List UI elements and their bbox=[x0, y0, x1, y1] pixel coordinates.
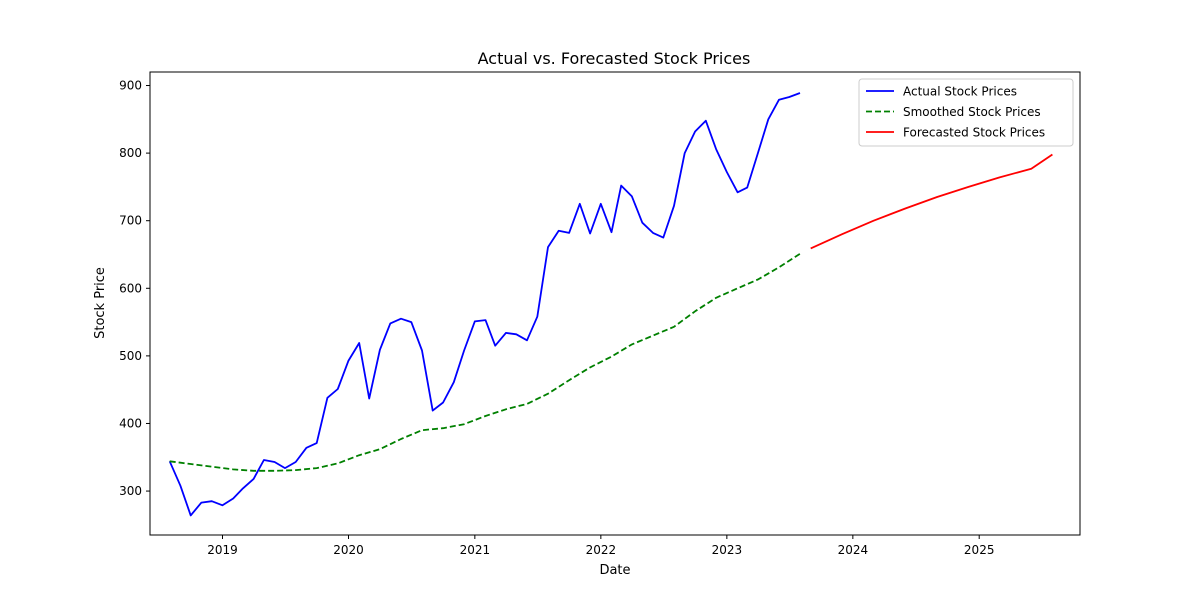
series-line-smoothed bbox=[169, 253, 801, 472]
series-line-actual bbox=[168, 92, 801, 517]
x-tick-label: 2019 bbox=[207, 543, 238, 557]
x-tick-label: 2021 bbox=[460, 543, 491, 557]
y-tick-label: 300 bbox=[119, 484, 142, 498]
x-axis: 2019 2020 2021 2022 2023 2024 2025 bbox=[207, 535, 994, 557]
x-tick-label: 2024 bbox=[838, 543, 869, 557]
legend-label-forecast: Forecasted Stock Prices bbox=[903, 126, 1045, 140]
legend-label-actual: Actual Stock Prices bbox=[903, 85, 1017, 99]
x-axis-label: Date bbox=[599, 563, 630, 578]
y-tick-label: 700 bbox=[119, 214, 142, 228]
chart-title: Actual vs. Forecasted Stock Prices bbox=[478, 49, 751, 68]
y-tick-label: 400 bbox=[119, 416, 142, 430]
x-tick-label: 2023 bbox=[712, 543, 743, 557]
y-tick-label: 500 bbox=[119, 349, 142, 363]
x-tick-label: 2022 bbox=[586, 543, 617, 557]
y-axis-label: Stock Price bbox=[93, 267, 108, 339]
legend-frame bbox=[858, 78, 1074, 147]
x-tick-label: 2020 bbox=[333, 543, 364, 557]
series-line-forecast bbox=[810, 153, 1053, 250]
x-tick-label: 2025 bbox=[964, 543, 995, 557]
y-tick-label: 900 bbox=[119, 79, 142, 93]
y-axis: 300 400 500 600 700 800 900 bbox=[119, 79, 150, 498]
plot-frame bbox=[149, 71, 1081, 536]
legend: Actual Stock Prices Smoothed Stock Prices… bbox=[858, 78, 1074, 147]
legend-label-smoothed: Smoothed Stock Prices bbox=[903, 105, 1041, 119]
y-tick-label: 800 bbox=[119, 146, 142, 160]
y-tick-label: 600 bbox=[119, 281, 142, 295]
series-layer bbox=[168, 92, 1053, 517]
